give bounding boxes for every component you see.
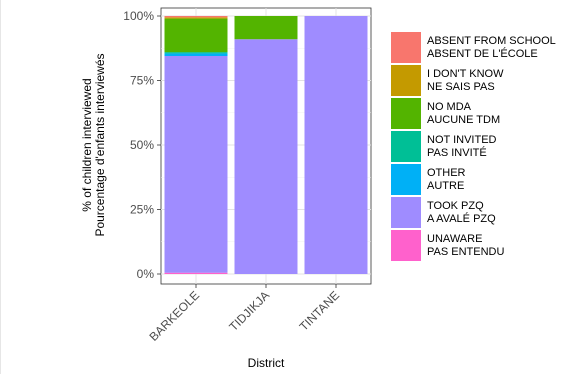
legend-label-unaware: PAS ENTENDU bbox=[427, 246, 504, 258]
legend-label-no_mda: NO MDA bbox=[427, 101, 472, 113]
bar-segment-took_pzq-barkeole bbox=[164, 55, 228, 273]
legend-label-took_pzq: A AVALÉ PZQ bbox=[427, 212, 496, 225]
bar-segment-unaware-barkeole bbox=[164, 272, 228, 274]
bar-segment-not_invited-barkeole bbox=[164, 52, 228, 54]
legend-label-other: OTHER bbox=[427, 167, 466, 179]
bar-segment-dont_know-barkeole bbox=[164, 17, 228, 19]
legend-label-absent: ABSENT DE L'ÉCOLE bbox=[427, 47, 538, 60]
x-axis-title: District bbox=[248, 356, 285, 370]
bar-segment-took_pzq-tintane bbox=[304, 16, 368, 274]
legend-label-not_invited: PAS INVITÉ bbox=[427, 146, 487, 159]
y-tick-label: 100% bbox=[123, 9, 154, 23]
x-tick-label-barkeole: BARKEOLE bbox=[146, 288, 202, 344]
bar-segment-no_mda-barkeole bbox=[164, 18, 228, 53]
bar-segment-other-barkeole bbox=[164, 53, 228, 56]
legend-swatch-not_invited bbox=[391, 131, 421, 162]
bar-segment-took_pzq-tidjikja bbox=[234, 39, 298, 274]
legend-label-absent: ABSENT FROM SCHOOL bbox=[427, 35, 556, 47]
legend-label-unaware: UNAWARE bbox=[427, 233, 482, 245]
bar-segment-no_mda-tidjikja bbox=[234, 16, 298, 40]
y-tick-label: 75% bbox=[130, 74, 154, 88]
y-axis-title: % of children interviewed bbox=[80, 78, 94, 211]
legend-label-not_invited: NOT INVITED bbox=[427, 134, 497, 146]
legend-label-dont_know: NE SAIS PAS bbox=[427, 81, 495, 93]
legend-swatch-took_pzq bbox=[391, 197, 421, 228]
legend-swatch-other bbox=[391, 164, 421, 195]
y-axis-subtitle: Pourcentage d'enfants interviewés bbox=[93, 53, 107, 236]
y-tick-label: 25% bbox=[130, 203, 154, 217]
y-tick-label: 0% bbox=[137, 267, 155, 281]
legend-label-no_mda: AUCUNE TDM bbox=[427, 114, 500, 126]
legend-label-dont_know: I DON'T KNOW bbox=[427, 68, 504, 80]
bar-segment-absent-barkeole bbox=[164, 16, 228, 18]
x-tick-label-tintane: TINTANE bbox=[297, 288, 343, 334]
legend-swatch-no_mda bbox=[391, 98, 421, 129]
legend-swatch-absent bbox=[391, 32, 421, 63]
legend-swatch-dont_know bbox=[391, 65, 421, 96]
y-tick-label: 50% bbox=[130, 138, 154, 152]
legend-label-other: AUTRE bbox=[427, 180, 464, 192]
x-tick-label-tidjikja: TIDJIKJA bbox=[226, 288, 272, 334]
legend-swatch-unaware bbox=[391, 230, 421, 261]
legend-label-took_pzq: TOOK PZQ bbox=[427, 200, 484, 212]
